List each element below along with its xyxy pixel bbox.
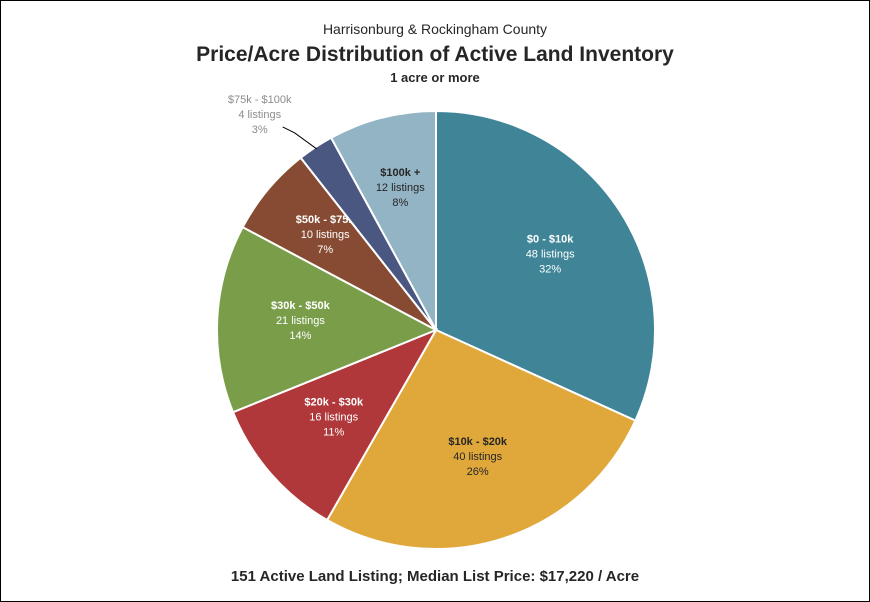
data-label-count-30k-50k: 21 listings	[276, 315, 325, 327]
data-label-range-100k: $100k +	[380, 167, 420, 179]
data-label-percent-10k-20k: 26%	[467, 466, 489, 478]
data-label-range-10k-20k: $10k - $20k	[448, 436, 508, 448]
chart-subtitle: 1 acre or more	[390, 70, 480, 85]
data-label-count-0-10k: 48 listings	[526, 248, 575, 260]
data-label-count-50k-75k: 10 listings	[301, 229, 350, 241]
chart-supertitle: Harrisonburg & Rockingham County	[322, 21, 548, 37]
data-label-count-10k-20k: 40 listings	[453, 451, 502, 463]
data-label-percent-75k-100k: 3%	[252, 124, 268, 136]
data-label-percent-0-10k: 32%	[539, 263, 561, 275]
chart-footer: 151 Active Land Listing; Median List Pri…	[230, 568, 640, 585]
data-label-count-100k: 12 listings	[376, 182, 425, 194]
pie-slice-30k-50k	[216, 225, 439, 414]
data-label-percent-50k-75k: 7%	[317, 244, 333, 256]
data-label-count-75k-100k: 4 listings	[238, 109, 281, 121]
data-label-range-50k-75k: $50k - $75k	[296, 214, 356, 226]
data-label-range-20k-30k: $20k - $30k	[304, 396, 364, 408]
pie-slice-0-10k	[435, 109, 656, 422]
data-label-percent-30k-50k: 14%	[289, 330, 311, 342]
pie-slice-20k-30k	[231, 327, 439, 522]
data-label-range-75k-100k: $75k - $100k	[228, 94, 292, 106]
leader-line-75k-100k	[282, 126, 318, 150]
data-label-percent-20k-30k: 11%	[323, 426, 344, 438]
data-label-count-20k-30k: 16 listings	[309, 411, 358, 423]
pie-slice-10k-20k	[325, 328, 637, 550]
pie-slice-100k	[329, 109, 437, 331]
data-label-percent-100k: 8%	[392, 197, 408, 209]
chart-title: Price/Acre Distribution of Active Land I…	[196, 43, 674, 66]
data-label-range-30k-50k: $30k - $50k	[271, 300, 331, 312]
data-label-range-0-10k: $0 - $10k	[527, 233, 574, 245]
